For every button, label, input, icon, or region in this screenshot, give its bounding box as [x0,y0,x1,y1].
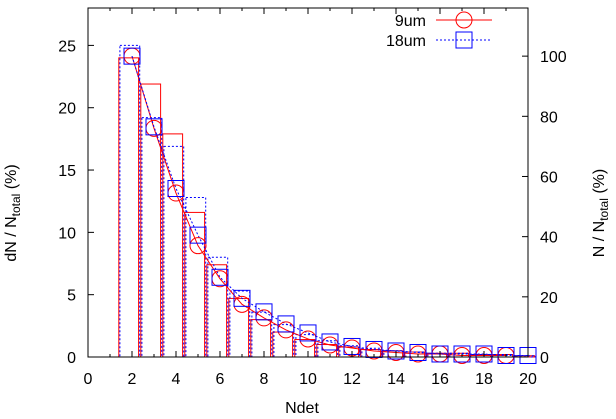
bar-9um-6 [206,264,228,358]
y-left-label-sub: total [9,194,23,217]
y-left-tick-label: 5 [67,288,76,305]
bar-18um-8 [251,311,273,358]
x-tick-label: 14 [387,371,405,388]
point-18um-15 [409,343,427,361]
line-9um [131,55,506,356]
x-axis-label: Ndet [285,400,319,417]
point-18um-11 [321,333,339,351]
bar-9um-3 [140,83,162,358]
bar-9um-9 [272,331,294,358]
bar-18um-2 [119,44,141,358]
bar-18um-4 [163,145,185,358]
point-18um-3 [145,118,163,136]
x-tick-label: 16 [431,371,449,388]
legend: 9um 18um [386,11,492,50]
y-left-label-main: dN / N [3,216,20,261]
lines-layer [131,55,528,356]
y-right-tick-label: 40 [540,230,558,247]
plot-frame [87,7,529,358]
bar-18um-15 [405,351,427,358]
y-left-tick-label: 25 [58,38,76,55]
y-right-label-main: N / N [591,221,608,257]
y-right-tick-label: 0 [540,350,549,367]
y-left-tick-label: 10 [58,225,76,242]
legend-marker-9um [455,11,473,29]
y-axis-left-label: dN / Ntotal (%) [3,164,23,261]
y-left-label-unit: (%) [3,164,20,193]
point-18um-8 [255,303,273,321]
point-18um-2 [123,47,141,65]
point-18um-4 [167,180,185,198]
bar-9um-2 [118,57,140,358]
point-18um-7 [233,289,251,307]
y-left-tick-label: 0 [67,350,76,367]
x-tick-label: 10 [299,371,317,388]
y-right-label-sub: total [597,198,611,221]
point-18um-17 [453,345,471,363]
line-18um [131,55,528,356]
legend-label-9um: 9um [395,13,426,30]
x-tick-label: 6 [216,371,225,388]
x-tick-label: 2 [128,371,137,388]
y-left-tick-label: 20 [58,101,76,118]
y-left-tick-label: 15 [58,163,76,180]
x-tick-label: 4 [172,371,181,388]
point-18um-5 [189,226,207,244]
y-axis-right-label: N / Ntotal (%) [591,169,611,257]
point-18um-6 [211,268,229,286]
bar-18um-9 [273,324,295,358]
bars-layer [118,44,537,358]
y-right-tick-label: 100 [540,49,567,66]
point-18um-10 [299,324,317,342]
point-18um-19 [497,346,515,364]
y-right-tick-label: 80 [540,109,558,126]
x-tick-label: 20 [519,371,537,388]
bar-18um-3 [141,117,163,358]
bar-9um-5 [184,211,206,358]
point-18um-9 [277,315,295,333]
bar-9um-11 [316,344,338,358]
point-18um-18 [475,345,493,363]
bar-9um-7 [228,297,250,358]
point-18um-14 [387,342,405,360]
x-tick-label: 18 [475,371,493,388]
bar-9um-4 [162,133,184,358]
point-18um-16 [431,345,449,363]
y-right-tick-label: 20 [540,290,558,307]
point-9um-5 [189,237,207,255]
bar-18um-7 [229,290,251,358]
y-right-tick-label: 60 [540,169,558,186]
bar-9um-10 [294,339,316,358]
x-tick-label: 12 [343,371,361,388]
legend-marker-18um [455,31,473,49]
y-right-label-unit: (%) [591,169,608,198]
x-tick-label: 0 [84,371,93,388]
bar-18um-5 [185,196,207,358]
markers-layer [123,47,537,364]
legend-label-18um: 18um [386,33,426,50]
x-tick-label: 8 [260,371,269,388]
